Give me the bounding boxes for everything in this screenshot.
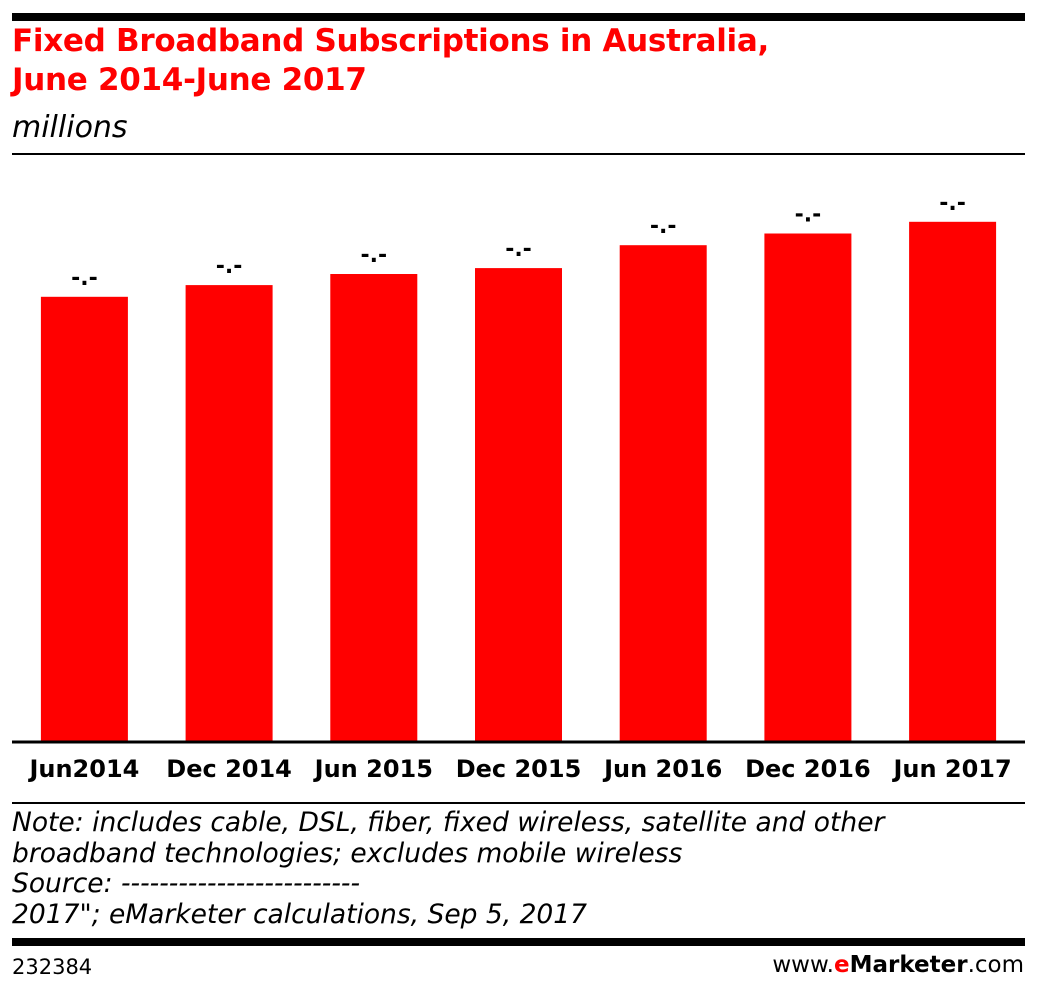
chart-subtitle: millions	[12, 110, 128, 145]
data-label-4: -.-	[650, 214, 677, 239]
chart-title-line-2: June 2014-June 2017	[12, 62, 367, 98]
brand-e: e	[833, 952, 850, 978]
x-tick-label-5: Dec 2016	[745, 755, 871, 783]
brand-prefix: www.	[772, 952, 834, 978]
chart-title-line-1: Fixed Broadband Subscriptions in Austral…	[12, 23, 769, 59]
x-tick-label-0: Jun2014	[27, 755, 139, 783]
brand-suffix: .com	[967, 952, 1024, 978]
bar-2	[330, 274, 418, 741]
note-line-2: broadband technologies; excludes mobile …	[12, 837, 683, 869]
chart-title: Fixed Broadband Subscriptions in Austral…	[12, 22, 1022, 100]
bottom-rule	[12, 938, 1025, 946]
header-rule	[12, 153, 1025, 155]
data-label-2: -.-	[360, 243, 387, 268]
bar-6	[909, 221, 997, 742]
bar-5	[764, 233, 852, 741]
brand-link[interactable]: www.eMarketer.com	[772, 952, 1024, 978]
source-line-1: Source: -------------------------	[12, 868, 361, 899]
brand-name: Marketer	[849, 952, 968, 978]
data-label-1: -.-	[216, 254, 243, 279]
x-tick-label-2: Jun 2015	[313, 755, 433, 783]
top-rule	[12, 13, 1025, 21]
data-label-3: -.-	[505, 237, 532, 262]
x-tick-label-6: Jun 2017	[891, 755, 1011, 783]
data-label-0: -.-	[71, 266, 98, 291]
x-tick-label-4: Jun 2016	[602, 755, 722, 783]
bar-1	[185, 285, 273, 741]
note-line-1: Note: includes cable, DSL, fiber, fixed …	[12, 807, 885, 838]
bar-0	[40, 296, 128, 741]
chart-note: Note: includes cable, DSL, fiber, fixed …	[12, 807, 1022, 930]
chart-id: 232384	[12, 955, 93, 979]
x-tick-label-1: Dec 2014	[166, 755, 292, 783]
bar-3	[475, 268, 562, 741]
footer-top-rule	[12, 802, 1025, 804]
data-label-6: -.-	[939, 191, 966, 216]
data-label-5: -.-	[795, 203, 822, 228]
x-tick-label-3: Dec 2015	[456, 755, 582, 783]
bar-4	[619, 245, 707, 741]
source-line-2: 2017"; eMarketer calculations, Sep 5, 20…	[12, 898, 588, 930]
